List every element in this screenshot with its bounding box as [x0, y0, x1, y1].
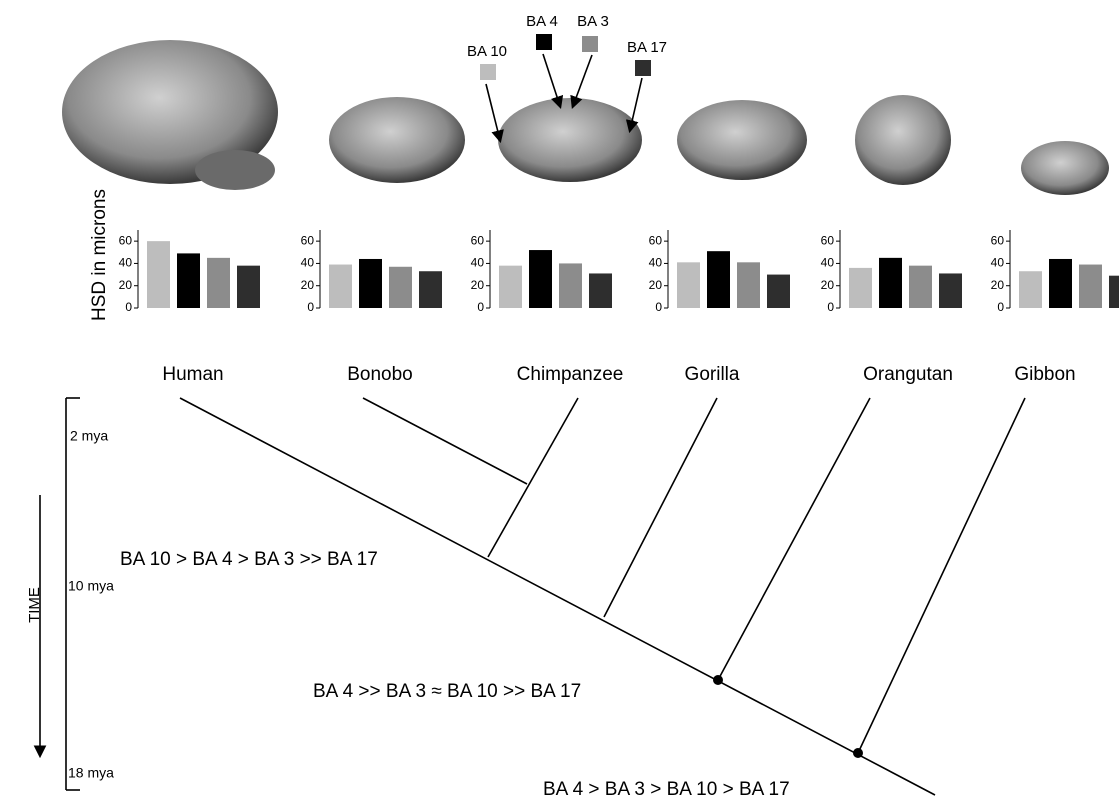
y-axis-label: HSD in microns [89, 189, 110, 321]
y-tick-label: 40 [119, 256, 133, 270]
bar [909, 266, 932, 308]
legend-swatch [635, 60, 651, 76]
annotation: BA 10 > BA 4 > BA 3 >> BA 17 [120, 549, 378, 570]
bar [1109, 276, 1119, 308]
y-tick-label: 20 [301, 278, 315, 292]
y-tick-label: 60 [649, 233, 663, 247]
node [853, 748, 863, 758]
time-label: 18 mya [68, 765, 114, 781]
node [713, 675, 723, 685]
brain-gibbon [1021, 141, 1109, 195]
brain-bonobo [329, 97, 465, 183]
bar [589, 273, 612, 308]
y-tick-label: 20 [649, 278, 663, 292]
time-label: 2 mya [70, 428, 108, 444]
arrow [543, 54, 560, 106]
legend-label: BA 3 [577, 13, 609, 30]
species-label: Orangutan [863, 364, 953, 385]
bar [359, 259, 382, 308]
bar [499, 266, 522, 308]
arrow [573, 55, 592, 106]
y-tick-label: 20 [471, 278, 485, 292]
y-tick-label: 0 [125, 300, 132, 314]
y-tick-label: 60 [471, 233, 485, 247]
bar [237, 266, 260, 308]
y-tick-label: 0 [477, 300, 484, 314]
y-tick-label: 40 [649, 256, 663, 270]
y-tick-label: 40 [301, 256, 315, 270]
species-label: Chimpanzee [517, 364, 624, 385]
legend-label: BA 10 [467, 43, 507, 60]
species-label: Gibbon [1014, 364, 1075, 385]
species-label: Gorilla [685, 364, 740, 385]
page: HSD in microns 2 mya 10 mya 18 mya TIME … [0, 0, 1119, 800]
y-tick-label: 0 [307, 300, 314, 314]
bar [529, 250, 552, 308]
bar [939, 273, 962, 308]
y-tick-label: 60 [991, 233, 1005, 247]
branch [180, 398, 935, 795]
cerebellum [195, 150, 275, 190]
legend-label: BA 17 [627, 39, 667, 56]
bar [849, 268, 872, 308]
bar [177, 253, 200, 308]
legend-swatch [480, 64, 496, 80]
brains [62, 40, 1109, 195]
y-tick-label: 40 [821, 256, 835, 270]
branch [718, 398, 870, 680]
bar [389, 267, 412, 308]
annotation: BA 4 >> BA 3 ≈ BA 10 >> BA 17 [313, 681, 581, 702]
y-tick-label: 20 [821, 278, 835, 292]
bar [1079, 265, 1102, 308]
brain-gorilla [677, 100, 807, 180]
y-tick-label: 60 [119, 233, 133, 247]
brain-chimpanzee [498, 98, 642, 182]
species-label: Human [162, 364, 223, 385]
y-tick-label: 0 [997, 300, 1004, 314]
y-tick-label: 60 [301, 233, 315, 247]
bar [329, 265, 352, 308]
annotation: BA 4 > BA 3 > BA 10 > BA 17 [543, 779, 790, 800]
legend-swatch [582, 36, 598, 52]
bar [737, 262, 760, 308]
bar [677, 262, 700, 308]
y-tick-label: 0 [827, 300, 834, 314]
y-tick-label: 0 [655, 300, 662, 314]
bar [207, 258, 230, 308]
figure: HSD in microns 2 mya 10 mya 18 mya TIME … [0, 0, 1119, 800]
y-tick-label: 60 [821, 233, 835, 247]
branch [604, 398, 717, 617]
legend-swatch [536, 34, 552, 50]
bar [559, 263, 582, 308]
time-label: 10 mya [68, 578, 114, 594]
bar [1049, 259, 1072, 308]
y-tick-label: 20 [119, 278, 133, 292]
bar [879, 258, 902, 308]
y-tick-label: 40 [471, 256, 485, 270]
bar [767, 275, 790, 308]
y-tick-label: 40 [991, 256, 1005, 270]
bar [707, 251, 730, 308]
branch [488, 398, 578, 557]
bar [419, 271, 442, 308]
bar [147, 241, 170, 308]
tree [40, 398, 1025, 795]
legend-label: BA 4 [526, 13, 558, 30]
species-label: Bonobo [347, 364, 413, 385]
time-title: TIME [26, 587, 43, 623]
bar [1019, 271, 1042, 308]
arrow [486, 84, 500, 140]
branch [363, 398, 527, 484]
branch [858, 398, 1025, 753]
y-tick-label: 20 [991, 278, 1005, 292]
brain-orangutan [855, 95, 951, 185]
arrow [630, 78, 642, 130]
